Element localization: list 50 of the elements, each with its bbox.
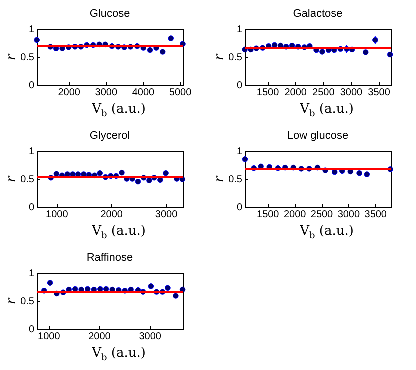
x-tick-label: 3500 <box>364 210 388 220</box>
x-axis-title: V$_{b}$ (a.u.) <box>299 224 355 242</box>
x-tick-label: 4000 <box>132 88 156 98</box>
x-tick-label: 5000 <box>169 88 192 98</box>
chart-title: Glucose <box>90 8 130 20</box>
x-tick-label: 2000 <box>58 88 81 98</box>
y-tick-label: 1 <box>28 24 35 36</box>
y-tick-label: 0 <box>28 80 35 92</box>
x-axis-title: V$_{b}$ (a.u.) <box>91 224 147 242</box>
x-tick-label: 3000 <box>340 88 364 98</box>
chart-title: Raffinose <box>86 252 134 264</box>
x-axis-title: V$_{b}$ (a.u.) <box>91 346 147 364</box>
x-tick-label: 1500 <box>256 88 280 98</box>
x-tick-label: 3000 <box>95 88 118 98</box>
y-axis-title: r <box>4 54 20 61</box>
y-tick-label: 0 <box>236 80 243 92</box>
y-axis-title: r <box>212 176 228 183</box>
x-tick-label: 2000 <box>284 210 307 220</box>
x-tick-label: 3000 <box>139 332 162 342</box>
chart-title: Low glucose <box>287 130 349 142</box>
x-tick-label: 3000 <box>338 210 360 220</box>
x-tick-label: 2000 <box>88 332 112 342</box>
y-tick-label: 0 <box>236 202 243 214</box>
x-axis-title: V$_{b}$ (a.u.) <box>299 102 355 120</box>
y-tick-label: 0.5 <box>228 52 243 64</box>
y-tick-label: 0.5 <box>20 52 35 64</box>
y-axis-title: r <box>212 54 228 61</box>
x-tick-label: 1500 <box>257 210 280 220</box>
y-tick-label: 1 <box>28 268 35 280</box>
x-tick-label: 2000 <box>100 210 124 220</box>
x-axis-title: V$_{b}$ (a.u.) <box>91 102 147 120</box>
y-tick-label: 0.5 <box>20 296 35 308</box>
y-tick-label: 0 <box>28 202 35 214</box>
y-tick-label: 0.5 <box>228 174 243 186</box>
y-tick-label: 1 <box>236 24 243 36</box>
y-axis-title: r <box>4 176 20 183</box>
x-tick-label: 3500 <box>368 88 391 98</box>
x-tick-label: 2500 <box>312 88 336 98</box>
y-tick-label: 0 <box>28 324 35 336</box>
y-tick-label: 1 <box>28 146 35 158</box>
y-tick-label: 0.5 <box>20 174 35 186</box>
y-axis-title: r <box>4 298 20 305</box>
x-tick-label: 2000 <box>284 88 308 98</box>
x-tick-label: 3000 <box>155 210 178 220</box>
chart-title: Galactose <box>293 8 343 20</box>
chart-title: Glycerol <box>90 130 130 142</box>
x-tick-label: 2500 <box>310 210 334 220</box>
y-tick-label: 1 <box>236 146 243 158</box>
x-tick-label: 1000 <box>38 332 61 342</box>
x-tick-label: 1000 <box>46 210 69 220</box>
